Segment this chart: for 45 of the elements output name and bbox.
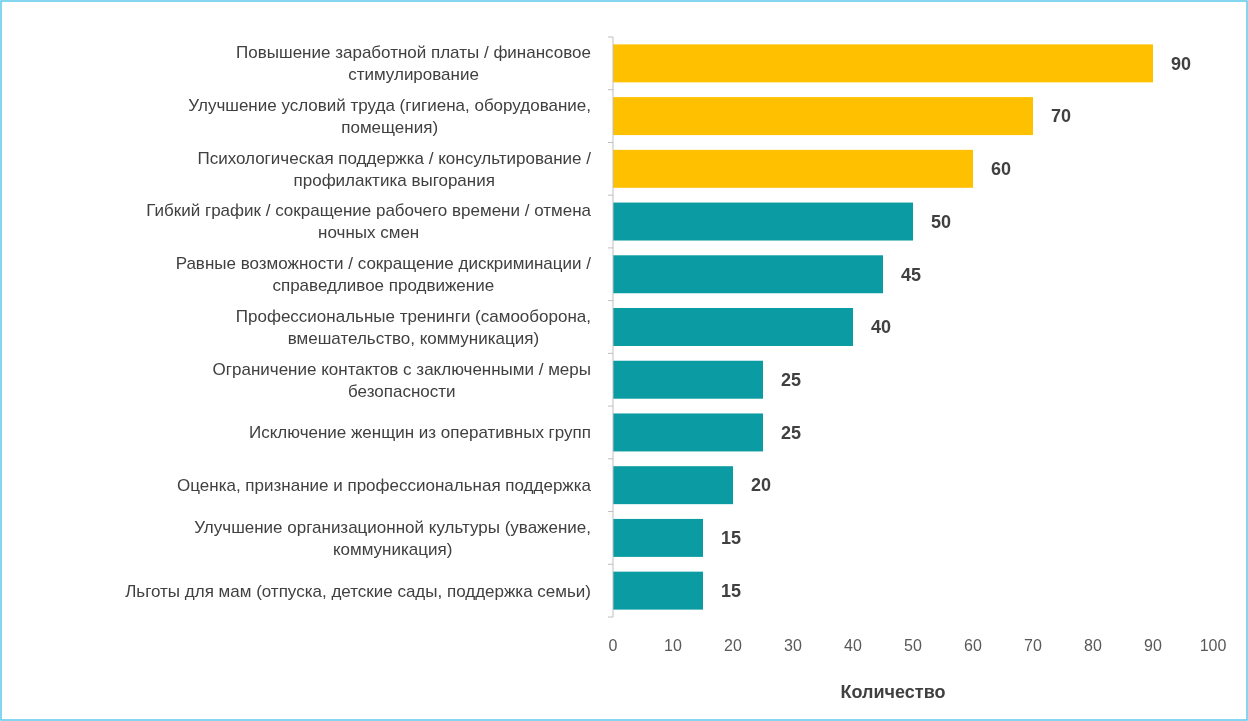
y-tick-label: Ограничение контактов с заключенными / меры безопасности: [212, 359, 591, 401]
y-tick-label: Повышение заработной платы / финансовое стимулирование: [236, 43, 592, 85]
data-label: 20: [751, 475, 772, 496]
data-label: 15: [721, 580, 742, 601]
x-tick-label: 0: [608, 636, 618, 654]
x-tick-label: 30: [784, 636, 802, 654]
y-tick-label: Профессиональные тренинги (самооборона, вмешательство, коммуникация): [235, 306, 592, 348]
bar: [613, 255, 883, 294]
bar: [613, 360, 763, 399]
y-tick-label: Равные возможности / сокращение дискриминации / справедливое продвижение: [175, 254, 592, 296]
x-tick-label: 40: [844, 636, 862, 654]
y-tick-label: Улучшение организационной культуры (уважение, коммуникация): [194, 517, 592, 559]
bar: [613, 466, 733, 505]
bar: [613, 571, 703, 610]
x-tick-label: 70: [1024, 636, 1042, 654]
data-label: 70: [1051, 106, 1072, 127]
bar: [613, 518, 703, 557]
data-label: 40: [871, 317, 892, 338]
bar: [613, 202, 913, 241]
data-label: 50: [931, 211, 952, 232]
data-label: 60: [991, 159, 1012, 180]
x-tick-label: 20: [724, 636, 742, 654]
bar: [613, 413, 763, 452]
y-tick-label: Льготы для мам (отпуска, детские сады, поддержка семьи): [125, 581, 592, 601]
x-tick-label: 60: [964, 636, 982, 654]
y-tick-label: Психологическая поддержка / консультирование / профилактика выгорания: [197, 148, 592, 190]
y-tick-label: Оценка, признание и профессиональная поддержка: [177, 476, 592, 496]
x-tick-label: 100: [1199, 636, 1227, 654]
bar: [613, 97, 1033, 136]
x-tick-label: 90: [1144, 636, 1162, 654]
bar: [613, 308, 853, 346]
x-tick-label: 50: [904, 636, 922, 654]
bar: [613, 44, 1153, 83]
x-axis-title: Количество: [840, 682, 946, 703]
x-tick-label: 80: [1084, 636, 1102, 654]
bar: [613, 149, 973, 188]
y-tick-label: Улучшение условий труда (гигиена, оборудование, помещения): [188, 96, 591, 138]
data-label: 45: [901, 264, 922, 285]
y-tick-label: Исключение женщин из оперативных групп: [248, 423, 591, 443]
data-label: 25: [781, 370, 802, 391]
y-tick-label: Гибкий график / сокращение рабочего времени / отмена ночных смен: [146, 201, 592, 243]
data-label: 90: [1171, 53, 1192, 74]
data-label: 15: [721, 528, 742, 549]
x-tick-label: 10: [664, 636, 682, 654]
data-label: 25: [781, 422, 802, 443]
